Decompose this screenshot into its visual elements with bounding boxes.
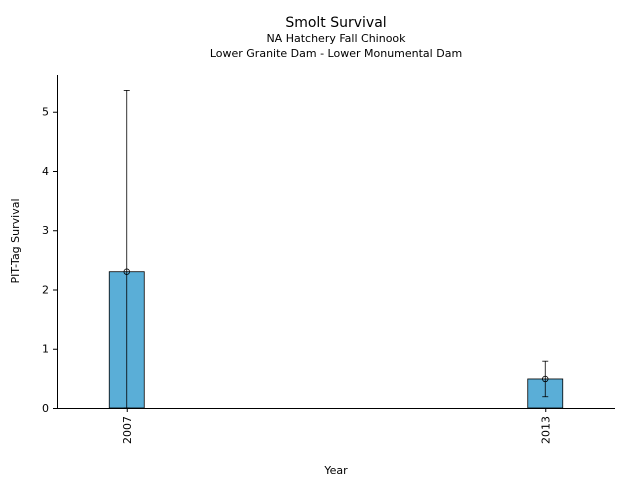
y-tick-label: 2 [42, 283, 49, 296]
x-axis-ticks: 2007 2013 [121, 408, 552, 444]
y-tick-label: 1 [42, 343, 49, 356]
chart-subtitle-1: NA Hatchery Fall Chinook [266, 32, 406, 45]
x-tick-label: 2007 [121, 416, 134, 444]
error-bar-2013 [542, 360, 549, 398]
error-bar-group [123, 90, 549, 409]
y-tick-label: 4 [42, 165, 49, 178]
chart-subtitle-2: Lower Granite Dam - Lower Monumental Dam [210, 47, 462, 60]
y-axis-label: PIT-Tag Survival [9, 198, 22, 283]
y-axis-ticks: 0 1 2 3 4 5 [42, 106, 57, 415]
x-axis-label: Year [323, 464, 348, 477]
point-marker [542, 375, 549, 383]
chart-title: Smolt Survival [285, 15, 386, 31]
y-tick-label: 3 [42, 224, 49, 237]
y-tick-label: 5 [42, 106, 49, 119]
point-marker [123, 268, 130, 275]
x-tick-label: 2013 [539, 416, 552, 444]
bar-group [108, 271, 564, 409]
y-tick-label: 0 [42, 402, 49, 415]
